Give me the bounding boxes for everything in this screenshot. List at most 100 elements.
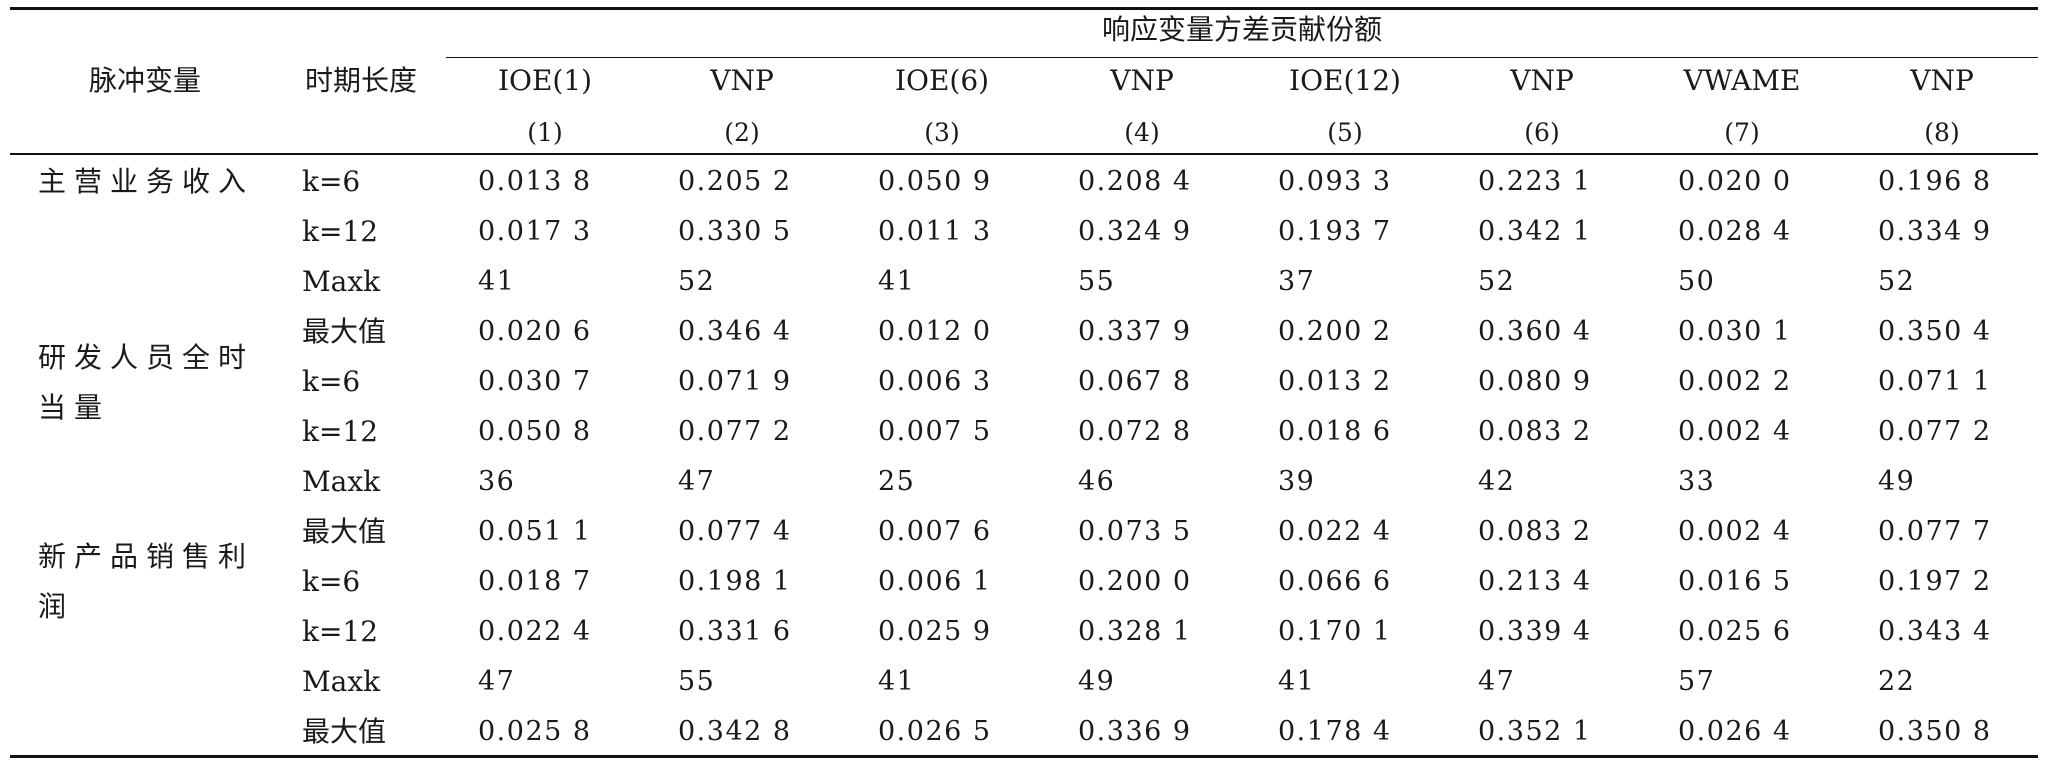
table-cell-value: 0.178 4 — [1278, 716, 1392, 747]
table-cell-value: 0.066 6 — [1278, 566, 1392, 597]
table-cell-value: 0.007 6 — [878, 516, 992, 547]
column-header-name: IOE(12) — [1289, 64, 1401, 97]
table-cell-value: 0.022 4 — [1278, 516, 1392, 547]
period-label: k=12 — [302, 615, 379, 648]
table-cell-value: 0.013 8 — [478, 166, 592, 197]
table-cell-value: 0.006 3 — [878, 366, 992, 397]
table-cell-value: 57 — [1678, 666, 1716, 697]
table-cell-value: 0.083 2 — [1478, 416, 1592, 447]
table-cell-value: 46 — [1078, 466, 1116, 497]
table-cell-value: 0.030 7 — [478, 366, 592, 397]
table-cell-value: 0.072 8 — [1078, 416, 1192, 447]
table-cell-value: 49 — [1078, 666, 1116, 697]
table-cell-value: 42 — [1478, 466, 1516, 497]
column-header-index: (4) — [1124, 118, 1160, 147]
table-cell-value: 0.013 2 — [1278, 366, 1392, 397]
table-cell-value: 0.343 4 — [1878, 616, 1992, 647]
period-label: 最大值 — [302, 715, 387, 748]
table-cell-value: 36 — [478, 466, 516, 497]
table-cell-value: 47 — [678, 466, 716, 497]
table-cell-value: 0.200 2 — [1278, 316, 1392, 347]
table-cell-value: 52 — [1478, 266, 1516, 297]
column-header-index: (8) — [1924, 118, 1960, 147]
table-cell-value: 0.002 2 — [1678, 366, 1792, 397]
rule-header-span — [446, 57, 2038, 58]
table-cell-value: 22 — [1878, 666, 1916, 697]
table-cell-value: 0.093 3 — [1278, 166, 1392, 197]
table-cell-value: 0.026 4 — [1678, 716, 1792, 747]
period-label: k=12 — [302, 415, 379, 448]
table-cell-value: 0.030 1 — [1678, 316, 1792, 347]
rule-top — [10, 7, 2038, 10]
table-cell-value: 41 — [878, 666, 916, 697]
table-cell-value: 0.331 6 — [678, 616, 792, 647]
table-cell-value: 0.346 4 — [678, 316, 792, 347]
table-cell-value: 25 — [878, 466, 916, 497]
rule-header-bottom — [10, 153, 2038, 155]
column-header-index: (5) — [1327, 118, 1363, 147]
table-cell-value: 0.077 2 — [1878, 416, 1992, 447]
table-cell-value: 0.213 4 — [1478, 566, 1592, 597]
table-cell-value: 0.198 1 — [678, 566, 792, 597]
table-cell-value: 0.025 6 — [1678, 616, 1792, 647]
table-cell-value: 0.067 8 — [1078, 366, 1192, 397]
header-impulse-variable: 脉冲变量 — [88, 64, 202, 97]
period-label: Maxk — [302, 265, 381, 298]
table-cell-value: 0.051 1 — [478, 516, 592, 547]
table-cell-value: 52 — [1878, 266, 1916, 297]
column-header-name: IOE(1) — [497, 64, 593, 97]
table-cell-value: 0.334 9 — [1878, 216, 1992, 247]
header-span-title: 响应变量方差贡献份额 — [1101, 13, 1383, 46]
table-cell-value: 0.223 1 — [1478, 166, 1592, 197]
impulse-variable-label: 新产品销售利 — [38, 540, 255, 573]
table-cell-value: 0.025 8 — [478, 716, 592, 747]
column-header-name: VWAME — [1683, 64, 1801, 97]
table-cell-value: 52 — [678, 266, 716, 297]
rule-bottom — [10, 755, 2038, 758]
table-cell-value: 50 — [1678, 266, 1716, 297]
table-cell-value: 0.077 2 — [678, 416, 792, 447]
table-cell-value: 0.077 4 — [678, 516, 792, 547]
table-cell-value: 33 — [1678, 466, 1716, 497]
table-cell-value: 0.018 6 — [1278, 416, 1392, 447]
table-cell-value: 0.073 5 — [1078, 516, 1192, 547]
table-cell-value: 0.083 2 — [1478, 516, 1592, 547]
impulse-variable-label: 主营业务收入 — [38, 165, 255, 198]
table-cell-value: 0.193 7 — [1278, 216, 1392, 247]
table-cell-value: 0.071 9 — [678, 366, 792, 397]
table-cell-value: 0.007 5 — [878, 416, 992, 447]
table-cell-value: 0.352 1 — [1478, 716, 1592, 747]
table-cell-value: 0.002 4 — [1678, 516, 1792, 547]
table-cell-value: 0.020 0 — [1678, 166, 1792, 197]
table-cell-value: 0.071 1 — [1878, 366, 1992, 397]
table-cell-value: 41 — [878, 266, 916, 297]
table-cell-value: 55 — [678, 666, 716, 697]
period-label: k=12 — [302, 215, 379, 248]
period-label: k=6 — [302, 565, 361, 598]
table-cell-value: 0.018 7 — [478, 566, 592, 597]
period-label: Maxk — [302, 665, 381, 698]
column-header-index: (7) — [1724, 118, 1760, 147]
table-cell-value: 0.050 8 — [478, 416, 592, 447]
table-cell-value: 55 — [1078, 266, 1116, 297]
table-cell-value: 0.016 5 — [1678, 566, 1792, 597]
table-cell-value: 41 — [1278, 666, 1316, 697]
table-cell-value: 0.017 3 — [478, 216, 592, 247]
impulse-variable-label: 研发人员全时 — [38, 341, 255, 374]
table-cell-value: 0.025 9 — [878, 616, 992, 647]
column-header-index: (1) — [527, 118, 563, 147]
table-cell-value: 0.350 8 — [1878, 716, 1992, 747]
table-cell-value: 0.328 1 — [1078, 616, 1192, 647]
table-cell-value: 0.330 5 — [678, 216, 792, 247]
table-cell-value: 0.342 8 — [678, 716, 792, 747]
table-cell-value: 0.324 9 — [1078, 216, 1192, 247]
table-cell-value: 39 — [1278, 466, 1316, 497]
header-period-length: 时期长度 — [304, 64, 418, 97]
table-cell-value: 0.011 3 — [878, 216, 992, 247]
table-cell-value: 0.200 0 — [1078, 566, 1192, 597]
column-header-name: VNP — [1510, 64, 1574, 97]
impulse-variable-label: 当量 — [38, 391, 111, 424]
table-cell-value: 49 — [1878, 466, 1916, 497]
table-cell-value: 47 — [1478, 666, 1516, 697]
table-cell-value: 41 — [478, 266, 516, 297]
